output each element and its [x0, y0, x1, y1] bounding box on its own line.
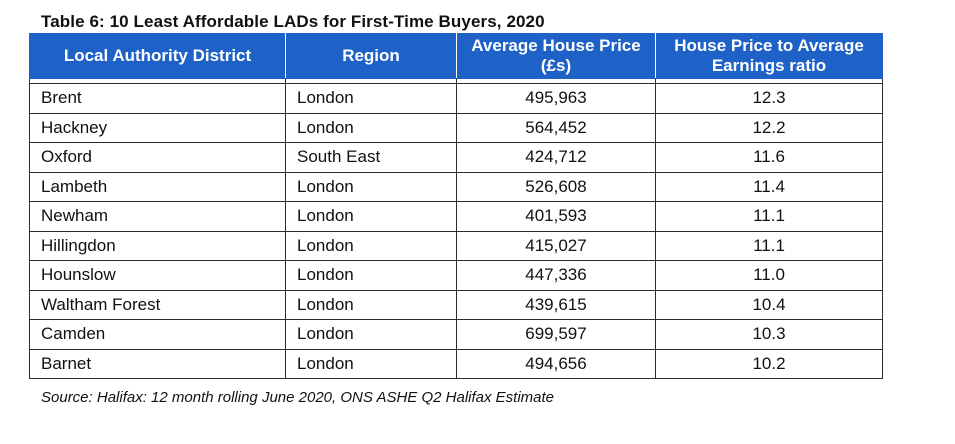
- district-cell: Lambeth: [29, 171, 286, 202]
- price-cell: 439,615: [456, 289, 656, 320]
- table-row: Hackney London 564,452 12.2: [29, 112, 883, 143]
- ratio-cell: 10.2: [655, 348, 883, 379]
- region-cell: London: [285, 230, 457, 261]
- table-title: Table 6: 10 Least Affordable LADs for Fi…: [41, 12, 545, 31]
- district-cell: Camden: [29, 319, 286, 350]
- table-row: Barnet London 494,656 10.2: [29, 348, 883, 379]
- ratio-cell: 12.2: [655, 112, 883, 143]
- header-spacer: [29, 78, 883, 84]
- price-cell: 495,963: [456, 83, 656, 114]
- column-header-ratio: House Price to Average Earnings ratio: [655, 33, 883, 79]
- table-row: Lambeth London 526,608 11.4: [29, 171, 883, 202]
- header-row: Local Authority District Region Average …: [29, 33, 883, 79]
- district-cell: Brent: [29, 83, 286, 114]
- price-cell: 424,712: [456, 142, 656, 173]
- column-header-district: Local Authority District: [29, 33, 286, 79]
- district-cell: Barnet: [29, 348, 286, 379]
- region-cell: South East: [285, 142, 457, 173]
- price-cell: 415,027: [456, 230, 656, 261]
- table-row: Hounslow London 447,336 11.0: [29, 260, 883, 291]
- ratio-cell: 11.1: [655, 230, 883, 261]
- region-cell: London: [285, 289, 457, 320]
- district-cell: Waltham Forest: [29, 289, 286, 320]
- price-cell: 526,608: [456, 171, 656, 202]
- price-cell: 494,656: [456, 348, 656, 379]
- district-cell: Hounslow: [29, 260, 286, 291]
- source-note: Source: Halifax: 12 month rolling June 2…: [41, 389, 555, 406]
- region-cell: London: [285, 171, 457, 202]
- column-header-average-price: Average House Price (£s): [456, 33, 656, 79]
- region-cell: London: [285, 112, 457, 143]
- ratio-cell: 11.6: [655, 142, 883, 173]
- table-row: Oxford South East 424,712 11.6: [29, 142, 883, 173]
- table-row: Waltham Forest London 439,615 10.4: [29, 289, 883, 320]
- region-cell: London: [285, 319, 457, 350]
- table-row: Newham London 401,593 11.1: [29, 201, 883, 232]
- ratio-cell: 11.4: [655, 171, 883, 202]
- ratio-cell: 11.0: [655, 260, 883, 291]
- ratio-cell: 10.4: [655, 289, 883, 320]
- district-cell: Oxford: [29, 142, 286, 173]
- table-row: Camden London 699,597 10.3: [29, 319, 883, 350]
- district-cell: Hackney: [29, 112, 286, 143]
- price-cell: 447,336: [456, 260, 656, 291]
- affordability-table: Local Authority District Region Average …: [29, 33, 883, 379]
- ratio-cell: 12.3: [655, 83, 883, 114]
- price-cell: 564,452: [456, 112, 656, 143]
- table-row: Brent London 495,963 12.3: [29, 83, 883, 114]
- price-cell: 699,597: [456, 319, 656, 350]
- ratio-cell: 10.3: [655, 319, 883, 350]
- district-cell: Hillingdon: [29, 230, 286, 261]
- region-cell: London: [285, 348, 457, 379]
- region-cell: London: [285, 83, 457, 114]
- table-row: Hillingdon London 415,027 11.1: [29, 230, 883, 261]
- column-header-region: Region: [285, 33, 457, 79]
- ratio-cell: 11.1: [655, 201, 883, 232]
- region-cell: London: [285, 260, 457, 291]
- region-cell: London: [285, 201, 457, 232]
- price-cell: 401,593: [456, 201, 656, 232]
- district-cell: Newham: [29, 201, 286, 232]
